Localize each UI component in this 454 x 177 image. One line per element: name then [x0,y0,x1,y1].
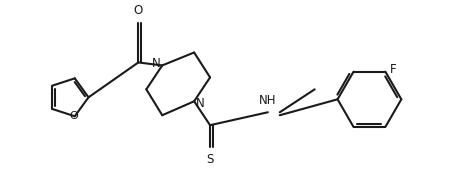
Text: N: N [152,57,161,70]
Text: S: S [207,153,214,166]
Text: O: O [134,4,143,17]
Text: NH: NH [259,94,276,107]
Text: N: N [196,97,204,110]
Text: O: O [69,111,78,121]
Text: F: F [390,63,397,76]
